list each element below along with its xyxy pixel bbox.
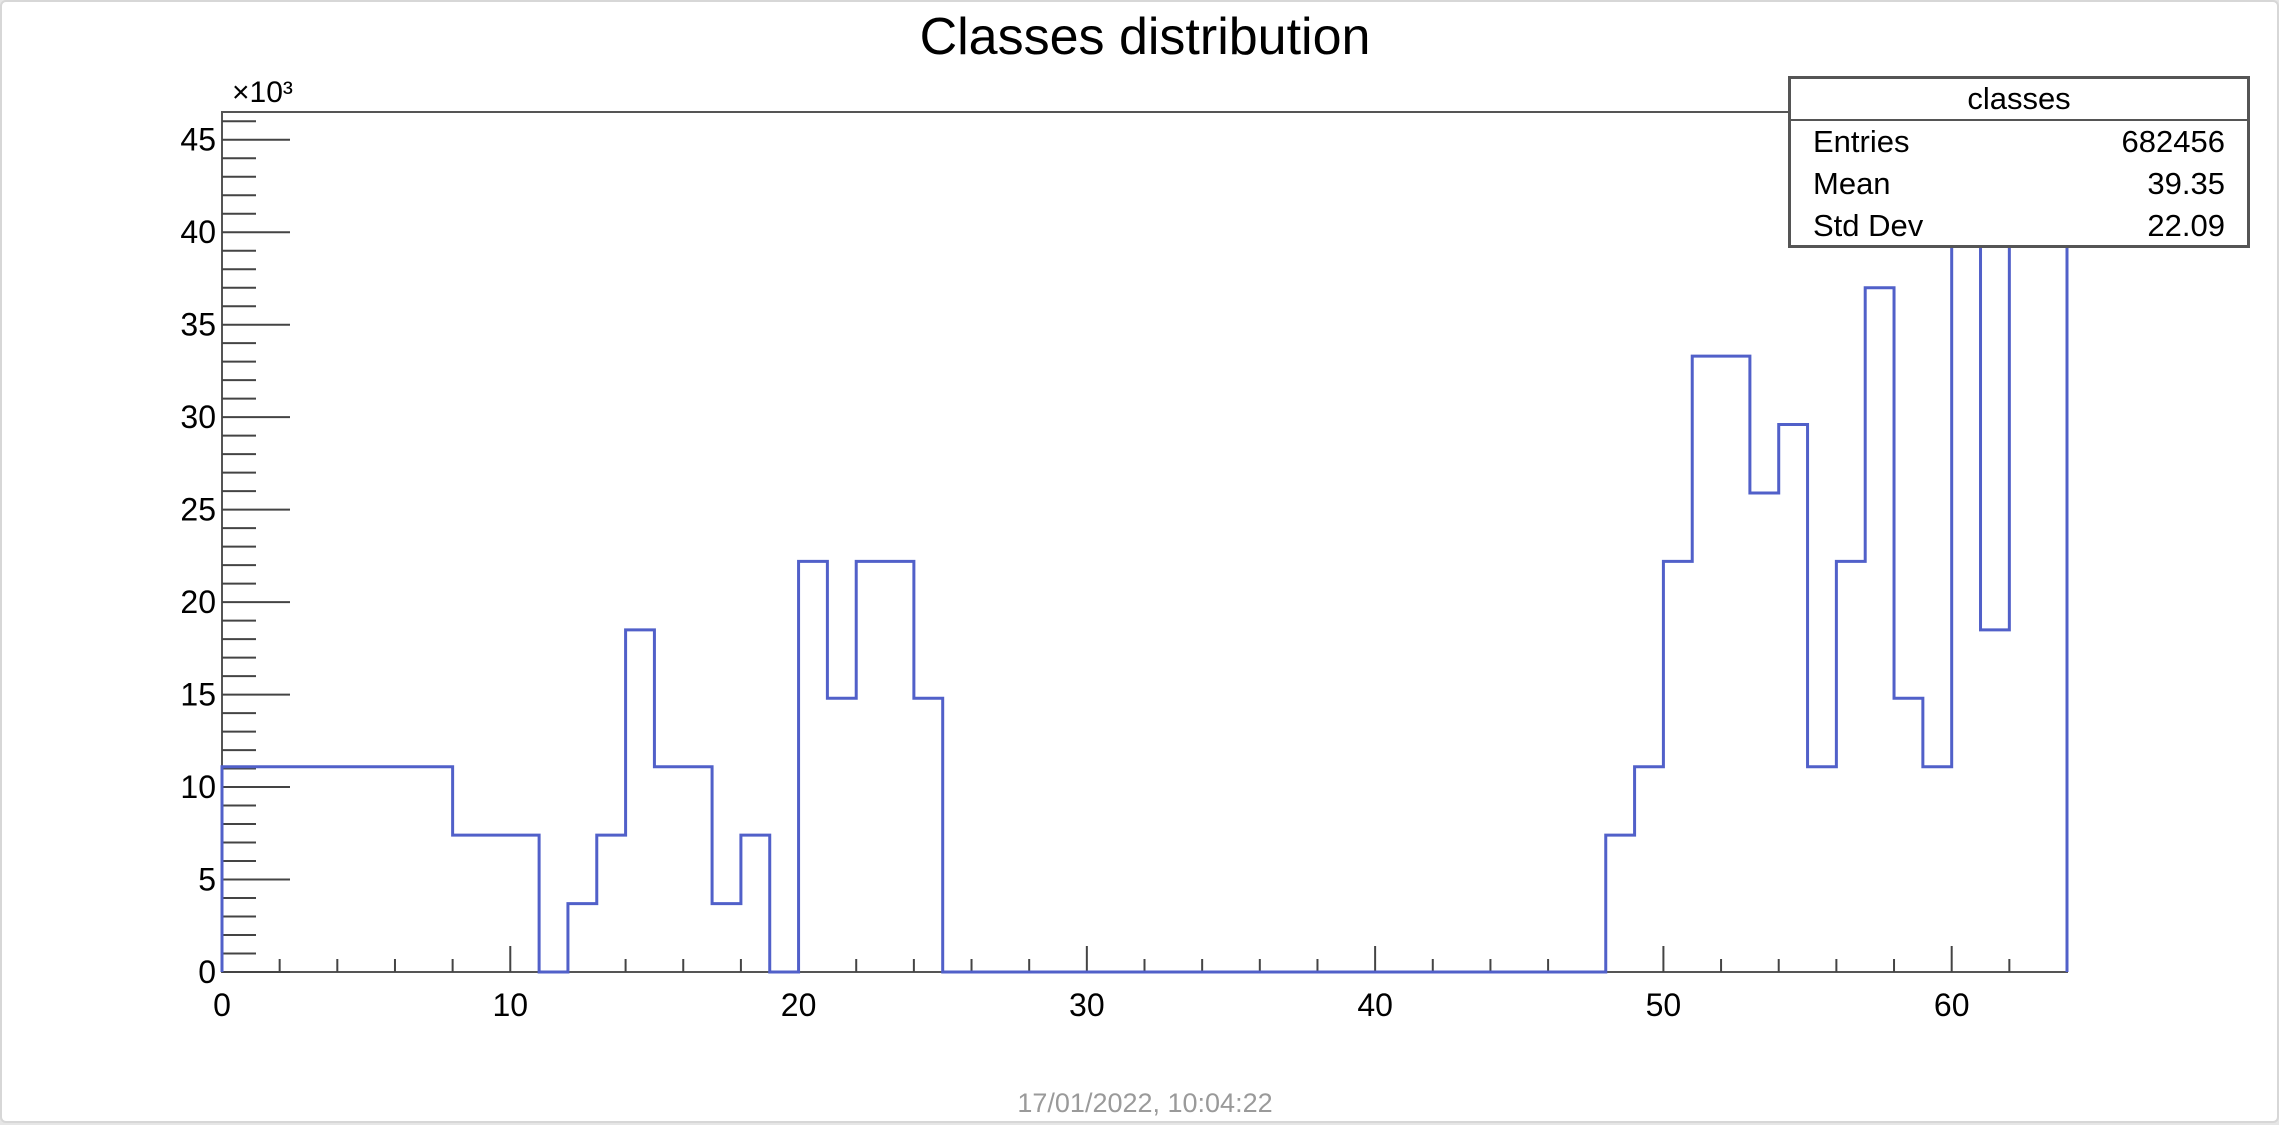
stats-value: 22.09: [2147, 208, 2225, 243]
x-axis: 0 10 20 30 40 50 60: [213, 946, 2068, 1023]
stats-row-entries: Entries 682456: [1791, 121, 2247, 163]
y-tick-label: 20: [180, 584, 216, 620]
y-tick-label: 10: [180, 769, 216, 805]
x-tick-label: 50: [1646, 987, 1682, 1023]
stats-label: Entries: [1813, 124, 1910, 159]
x-tick-label: 0: [213, 987, 231, 1023]
chart-title: Classes distribution: [920, 8, 1371, 66]
x-tick-label: 10: [492, 987, 528, 1023]
stats-row-stddev: Std Dev 22.09: [1791, 205, 2247, 247]
x-tick-label: 20: [781, 987, 817, 1023]
stats-row-mean: Mean 39.35: [1791, 163, 2247, 205]
x-tick-label: 60: [1934, 987, 1970, 1023]
y-exponent-label: ×10³: [232, 76, 293, 109]
stats-title: classes: [1791, 79, 2247, 121]
stats-box: classes Entries 682456 Mean 39.35 Std De…: [1788, 76, 2250, 248]
y-tick-label: 15: [180, 677, 216, 713]
y-tick-label: 45: [180, 122, 216, 158]
y-axis: 0 5 10 15 20 25 30 35 40 45: [180, 120, 290, 990]
x-tick-label: 30: [1069, 987, 1105, 1023]
timestamp: 17/01/2022, 10:04:22: [1017, 1088, 1272, 1118]
stats-label: Std Dev: [1813, 208, 1924, 243]
histogram-line: [220, 110, 2069, 974]
x-tick-label: 40: [1357, 987, 1393, 1023]
y-tick-label: 35: [180, 307, 216, 343]
y-tick-label: 30: [180, 399, 216, 435]
stats-label: Mean: [1813, 166, 1891, 201]
y-tick-label: 5: [198, 862, 216, 898]
y-tick-label: 0: [198, 954, 216, 990]
stats-value: 682456: [2121, 124, 2225, 159]
stats-value: 39.35: [2147, 166, 2225, 201]
y-tick-label: 40: [180, 214, 216, 250]
y-tick-label: 25: [180, 492, 216, 528]
